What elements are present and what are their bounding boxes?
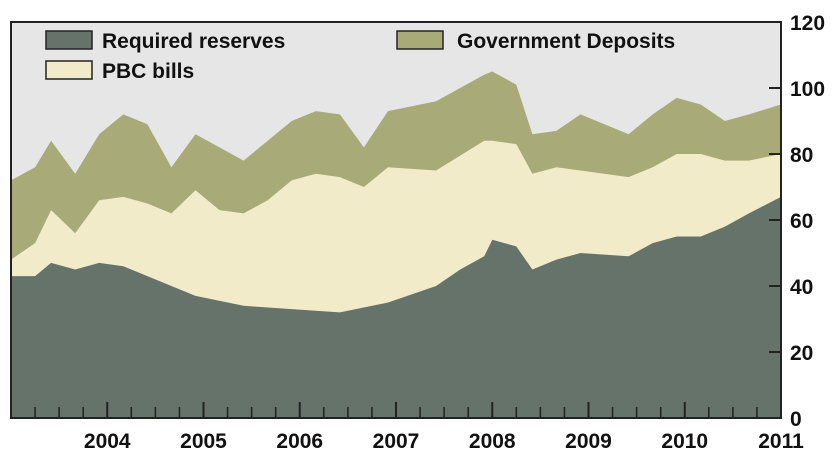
- legend-item-pbc-bills: PBC bills: [45, 60, 194, 83]
- y-tick-label: 20: [790, 342, 813, 365]
- y-tick-label: 0: [790, 408, 802, 431]
- legend-swatch-pbc-bills: [45, 60, 93, 80]
- x-tick-label: 2005: [180, 430, 227, 449]
- legend-label-pbc-bills: PBC bills: [102, 60, 194, 83]
- x-tick-label: 2007: [373, 430, 420, 449]
- y-tick-label: 60: [790, 210, 813, 233]
- x-tick-label: 2011: [758, 430, 804, 449]
- x-tick-label: 2006: [276, 430, 323, 449]
- legend-swatch-required-reserves: [45, 30, 93, 50]
- y-tick-label: 40: [790, 276, 813, 299]
- x-tick-label: 2004: [84, 430, 131, 449]
- legend-label-government-deposits: Government Deposits: [457, 30, 675, 53]
- y-tick-label: 100: [790, 78, 825, 101]
- y-axis: 0 20 40 60 80 100 120: [769, 12, 825, 431]
- y-tick-label: 80: [790, 144, 813, 167]
- legend-swatch-government-deposits: [396, 30, 444, 50]
- legend-item-required-reserves: Required reserves: [45, 30, 285, 53]
- x-tick-label: 2008: [469, 430, 516, 449]
- area-required-reserves: [11, 196, 781, 418]
- y-tick-label: 120: [790, 12, 825, 35]
- legend: Required reserves Government Deposits PB…: [45, 30, 675, 83]
- x-tick-label: 2009: [565, 430, 612, 449]
- legend-item-government-deposits: Government Deposits: [396, 30, 675, 53]
- x-axis: 2004 2005 2006 2007 2008 2009 2010 2011: [10, 402, 804, 449]
- x-tick-label: 2010: [661, 430, 708, 449]
- legend-label-required-reserves: Required reserves: [102, 30, 285, 53]
- area-layer: [11, 71, 781, 419]
